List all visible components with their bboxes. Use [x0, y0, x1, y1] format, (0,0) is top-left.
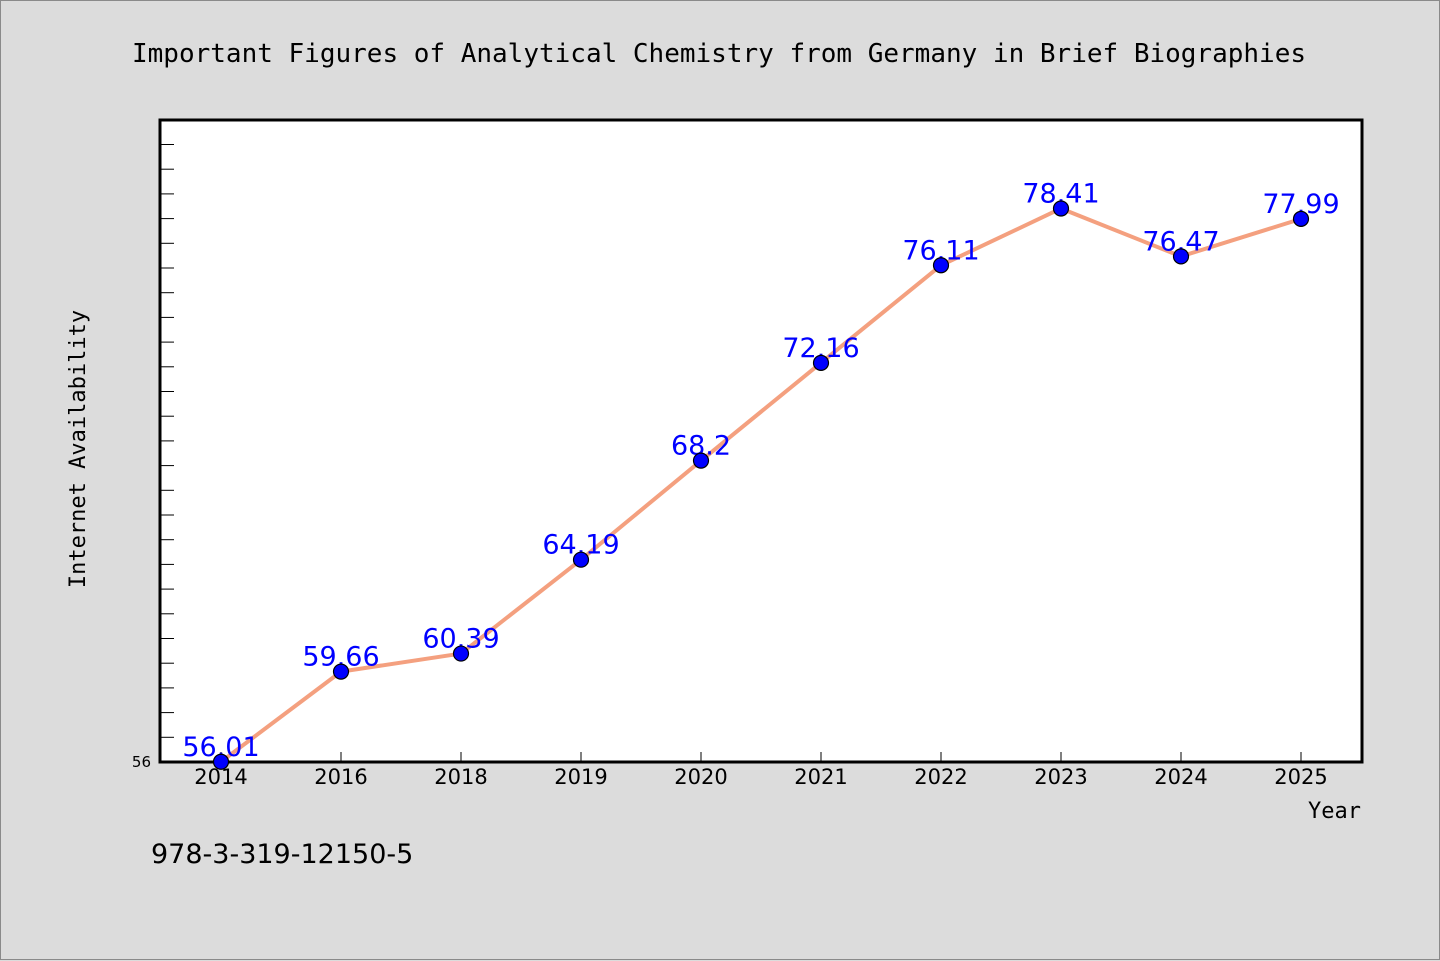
x-tick-label: 2019 [554, 765, 607, 789]
data-point [572, 551, 590, 568]
data-point [932, 257, 950, 274]
data-point [1052, 200, 1070, 217]
x-tick-label: 2020 [674, 765, 727, 789]
x-tick-label: 2022 [914, 765, 967, 789]
y-axis-ticks [160, 144, 174, 763]
chart-title: Important Figures of Analytical Chemistr… [132, 39, 1306, 69]
data-point [812, 354, 830, 371]
data-point [1172, 248, 1190, 265]
x-tick-label: 2016 [314, 765, 367, 789]
data-point [212, 753, 230, 770]
x-tick-label: 2018 [434, 765, 487, 789]
data-point [692, 452, 710, 469]
series-markers [212, 200, 1310, 770]
series-line [219, 206, 1302, 764]
x-tick-labels: 2014 2016 2018 2019 2020 2021 2022 2023 2024 2025 [194, 765, 1327, 789]
x-tick-label: 2025 [1274, 765, 1327, 789]
plot-area [158, 118, 1364, 764]
x-axis-label: Year [1308, 799, 1361, 824]
data-point [1292, 210, 1310, 227]
data-point [332, 663, 350, 680]
x-tick-label: 2023 [1034, 765, 1087, 789]
isbn-text: 978-3-319-12150-5 [151, 839, 413, 870]
x-tick-label: 2024 [1154, 765, 1207, 789]
x-tick-label: 2021 [794, 765, 847, 789]
y-tick-label: 56 [132, 753, 151, 771]
y-axis-label: Internet Availability [66, 310, 91, 588]
data-point [452, 645, 470, 662]
